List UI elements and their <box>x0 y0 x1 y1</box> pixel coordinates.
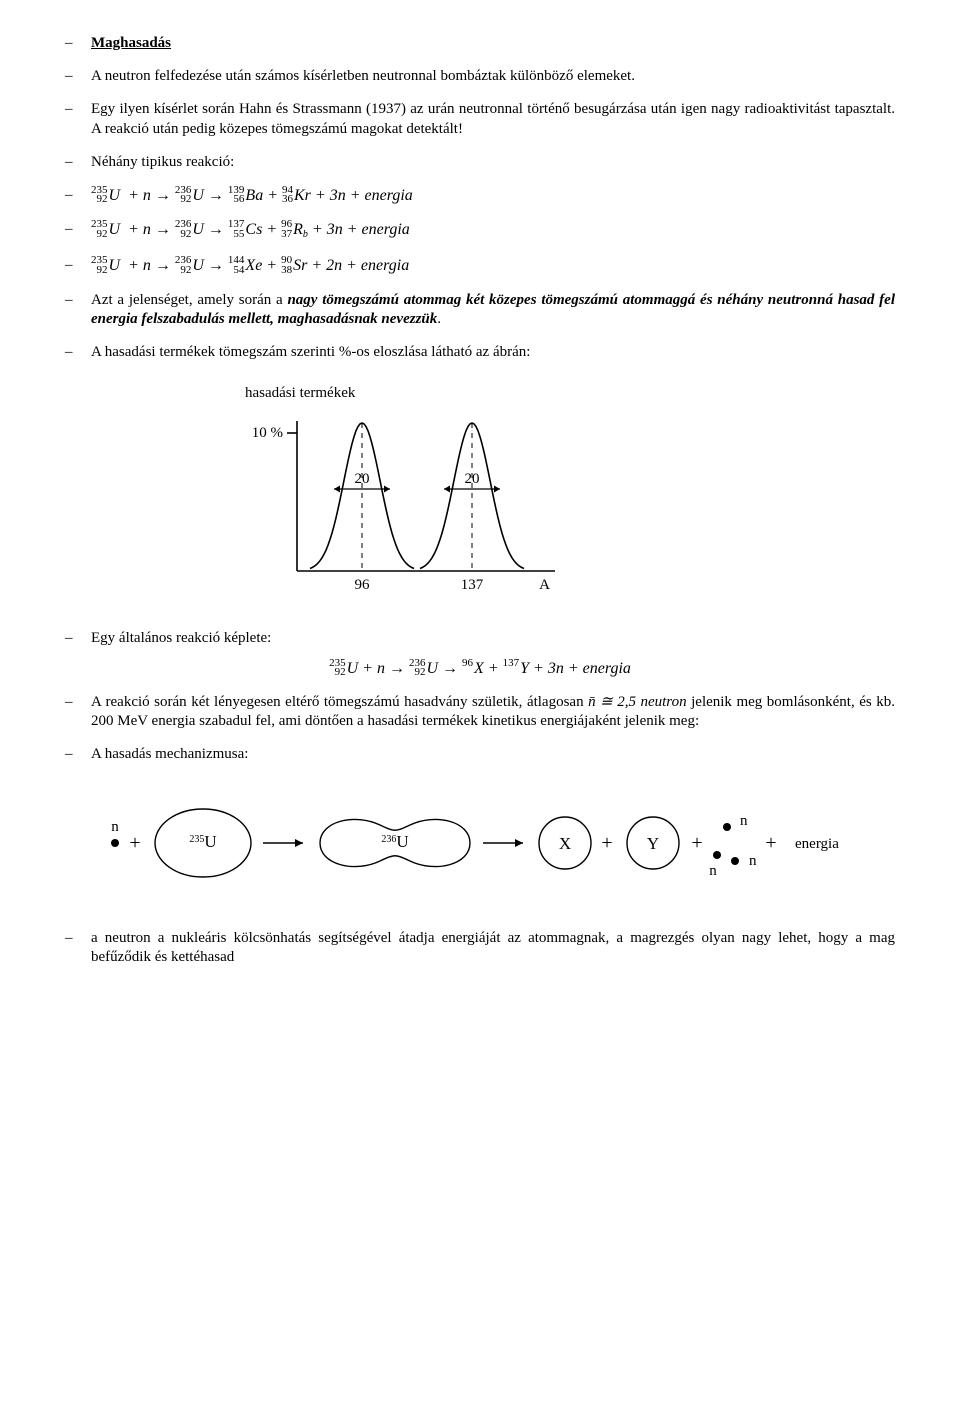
svg-text:X: X <box>559 834 571 853</box>
svg-text:20: 20 <box>465 471 480 487</box>
reaction-equation: 23592U + n → 23692U → 13956Ba + 9436Kr +… <box>91 186 895 206</box>
chart-x-axis-label: A <box>539 577 550 593</box>
bullet: – <box>65 929 91 948</box>
fission-yield-chart: hasadási termékek 10 % 20 20 96 137 A <box>245 384 895 599</box>
bullet: – <box>65 629 91 648</box>
svg-text:+: + <box>691 832 702 854</box>
page-title: Maghasadás <box>91 35 171 51</box>
paragraph: Egy általános reakció képlete: <box>91 629 895 648</box>
bullet: – <box>65 745 91 764</box>
svg-text:+: + <box>765 832 776 854</box>
fission-mechanism-diagram: n + 235U 236U X + Y + n n <box>95 783 895 903</box>
chart-xtick: 137 <box>461 577 484 593</box>
paragraph: A hasadási termékek tömegszám szerinti %… <box>91 343 895 362</box>
bullet: – <box>65 153 91 172</box>
reaction-equation-general: 23592U + n → 23692U → 96 X + 137 Y + 3n … <box>65 659 895 679</box>
paragraph: Néhány tipikus reakció: <box>91 153 895 172</box>
reaction-equation: 23592U + n → 23692U → 14454Xe + 9038Sr +… <box>91 256 895 276</box>
bullet: – <box>65 693 91 712</box>
bullet: – <box>65 67 91 86</box>
paragraph: Azt a jelenséget, amely során a nagy töm… <box>91 291 895 329</box>
bullet: – <box>65 186 91 205</box>
bullet: – <box>65 220 91 239</box>
svg-text:+: + <box>601 832 612 854</box>
bullet: – <box>65 34 91 53</box>
energy-label: energia <box>795 836 839 852</box>
svg-text:Y: Y <box>647 834 659 853</box>
bullet: – <box>65 291 91 310</box>
svg-text:n: n <box>749 853 757 869</box>
svg-text:+: + <box>129 832 140 854</box>
svg-text:20: 20 <box>355 471 370 487</box>
bullet: – <box>65 100 91 119</box>
bullet: – <box>65 343 91 362</box>
paragraph: a neutron a nukleáris kölcsönhatás segít… <box>91 929 895 967</box>
svg-text:235U: 235U <box>189 832 216 851</box>
chart-y-label: 10 % <box>252 425 283 441</box>
reaction-equation: 23592U + n → 23692U → 13755Cs + 9637Rb +… <box>91 220 895 242</box>
chart-xtick: 96 <box>355 577 371 593</box>
paragraph: Egy ilyen kísérlet során Hahn és Strassm… <box>91 100 895 138</box>
chart-title: hasadási termékek <box>245 384 895 403</box>
paragraph: A neutron felfedezése után számos kísérl… <box>91 67 895 86</box>
svg-text:n: n <box>709 863 717 879</box>
svg-text:236U: 236U <box>381 832 408 851</box>
paragraph: A hasadás mechanizmusa: <box>91 745 895 764</box>
paragraph: A reakció során két lényegesen eltérő tö… <box>91 693 895 731</box>
neutron-label: n <box>111 819 119 835</box>
bullet: – <box>65 256 91 275</box>
svg-text:n: n <box>740 813 748 829</box>
